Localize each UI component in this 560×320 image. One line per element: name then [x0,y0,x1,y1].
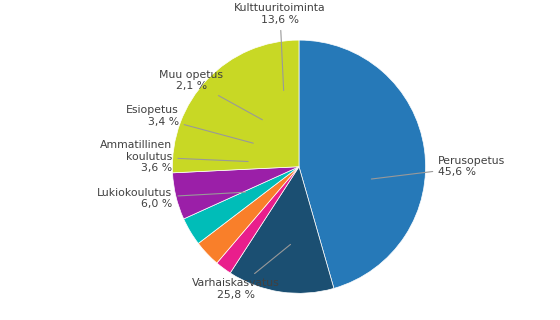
Text: Esiopetus
3,4 %: Esiopetus 3,4 % [126,105,253,143]
Wedge shape [198,167,299,263]
Text: Lukiokoulutus
6,0 %: Lukiokoulutus 6,0 % [97,188,246,209]
Wedge shape [172,40,299,173]
Wedge shape [172,167,299,219]
Text: Perusopetus
45,6 %: Perusopetus 45,6 % [371,156,506,179]
Text: Muu opetus
2,1 %: Muu opetus 2,1 % [160,70,263,120]
Wedge shape [217,167,299,273]
Wedge shape [299,40,426,288]
Text: Varhaiskasvatus
25,8 %: Varhaiskasvatus 25,8 % [192,244,291,300]
Text: Kulttuuritoiminta
13,6 %: Kulttuuritoiminta 13,6 % [234,3,326,91]
Wedge shape [184,167,299,244]
Wedge shape [230,167,334,293]
Text: Ammatillinen
koulutus
3,6 %: Ammatillinen koulutus 3,6 % [100,140,248,173]
